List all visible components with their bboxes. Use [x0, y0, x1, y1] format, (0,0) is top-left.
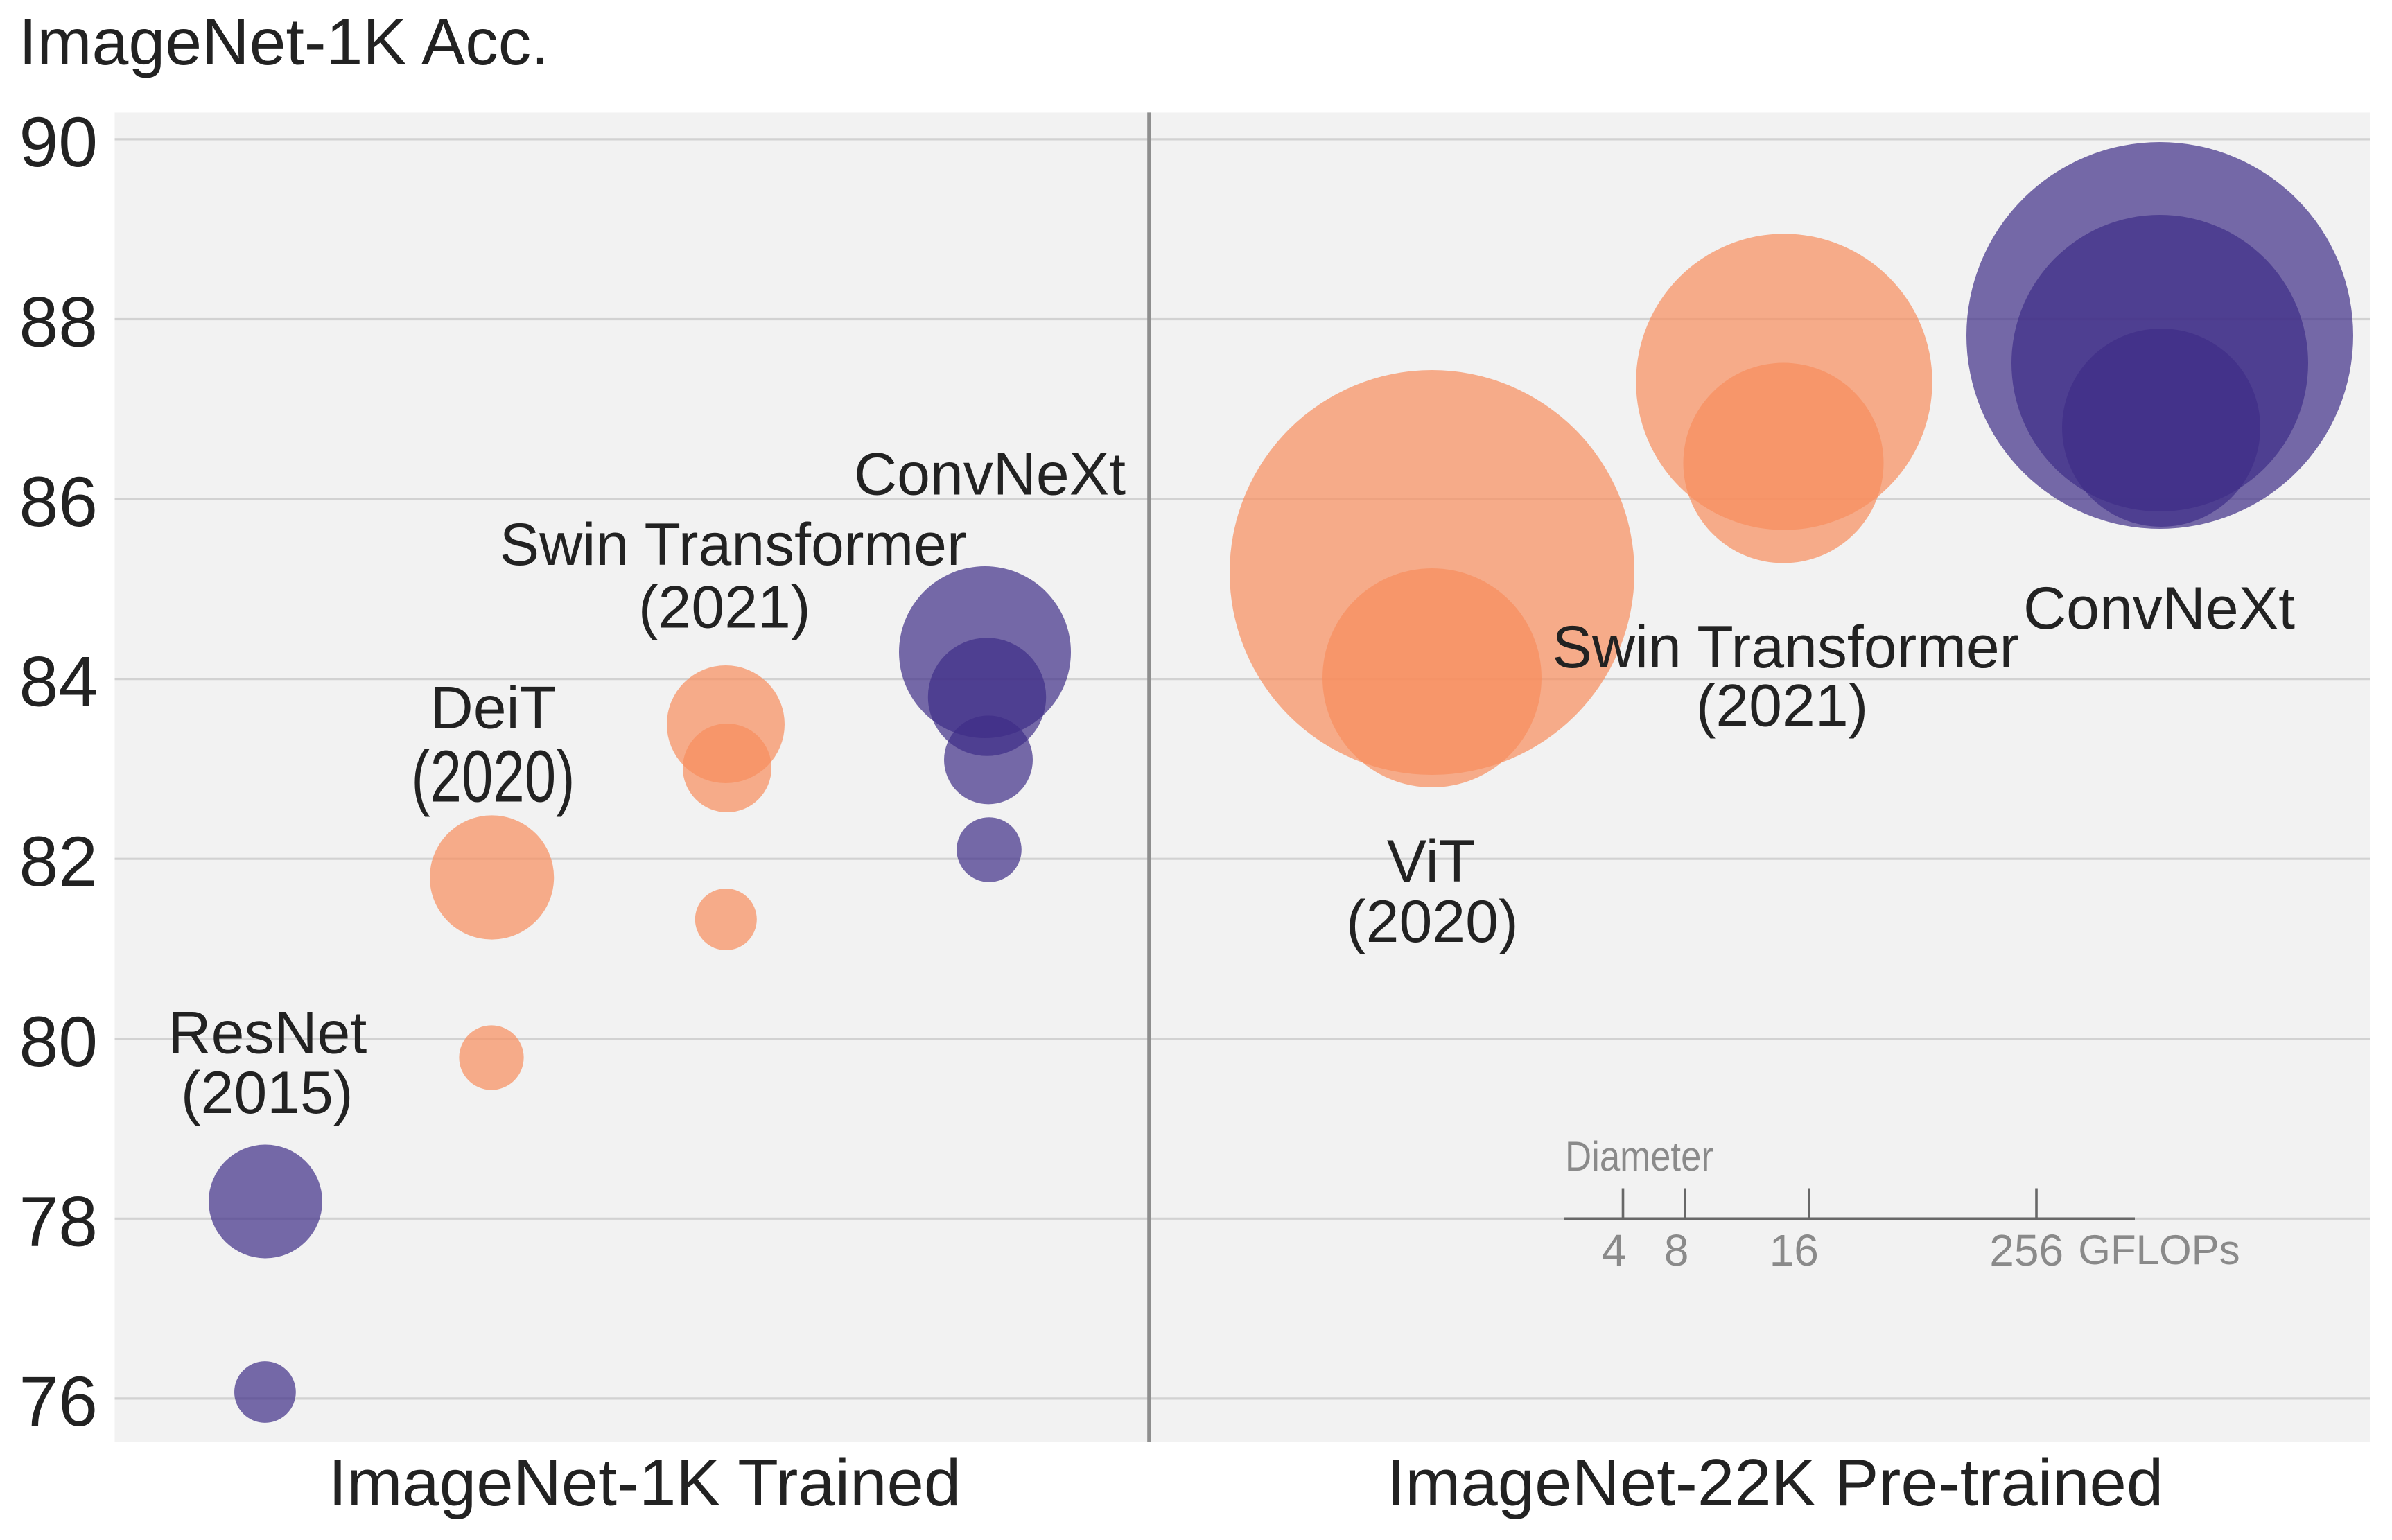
svg-text:Swin Transformer: Swin Transformer [1552, 614, 2019, 681]
svg-text:ImageNet-1K Trained: ImageNet-1K Trained [329, 1446, 961, 1520]
svg-text:GFLOPs: GFLOPs [2078, 1227, 2240, 1273]
svg-text:(2020): (2020) [411, 735, 575, 817]
svg-text:82: 82 [19, 822, 98, 901]
svg-text:256: 256 [1989, 1225, 2063, 1275]
svg-text:4: 4 [1602, 1225, 1627, 1275]
svg-text:(2020): (2020) [1346, 889, 1519, 955]
svg-text:ConvNeXt: ConvNeXt [2023, 575, 2295, 642]
svg-text:78: 78 [19, 1182, 98, 1261]
svg-text:Swin Transformer: Swin Transformer [500, 511, 967, 578]
svg-text:DeiT: DeiT [430, 675, 557, 742]
svg-text:84: 84 [19, 642, 98, 721]
svg-text:Diameter: Diameter [1565, 1133, 1713, 1180]
svg-text:8: 8 [1664, 1225, 1689, 1275]
svg-text:ImageNet-22K Pre-trained: ImageNet-22K Pre-trained [1387, 1446, 2164, 1520]
svg-text:86: 86 [19, 462, 98, 541]
svg-text:ConvNeXt: ConvNeXt [854, 441, 1126, 507]
svg-text:90: 90 [19, 103, 98, 182]
svg-text:ViT: ViT [1387, 828, 1475, 895]
svg-text:88: 88 [19, 283, 98, 362]
svg-text:(2021): (2021) [638, 575, 811, 641]
svg-text:ResNet: ResNet [168, 999, 367, 1066]
svg-text:ImageNet-1K Acc.: ImageNet-1K Acc. [19, 6, 550, 79]
svg-text:(2015): (2015) [181, 1060, 353, 1126]
svg-text:16: 16 [1770, 1225, 1819, 1275]
svg-text:76: 76 [19, 1362, 98, 1441]
svg-text:(2021): (2021) [1696, 673, 1869, 740]
svg-text:80: 80 [19, 1002, 98, 1081]
